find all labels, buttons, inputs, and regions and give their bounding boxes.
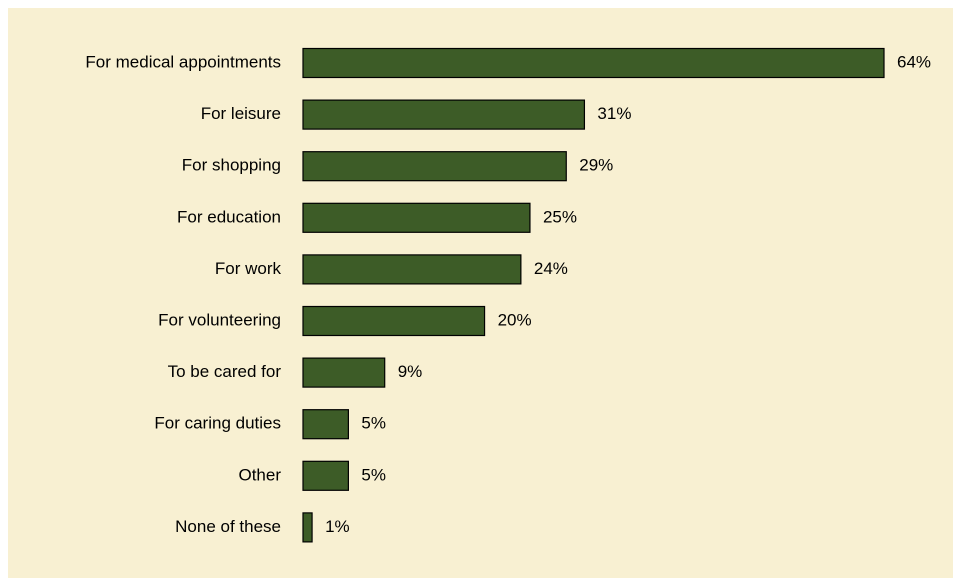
value-label: 5% — [361, 414, 386, 433]
value-label: 29% — [579, 156, 613, 175]
bar — [302, 151, 567, 182]
bar — [302, 305, 486, 337]
category-label: None of these — [175, 517, 281, 536]
category-label: For volunteering — [158, 310, 281, 329]
value-label: 9% — [398, 362, 423, 381]
category-label: To be cared for — [168, 362, 282, 381]
bar — [302, 512, 313, 543]
bar — [302, 357, 386, 388]
bar — [302, 99, 586, 130]
value-label: 1% — [325, 517, 350, 536]
value-label: 20% — [498, 310, 532, 329]
bar — [302, 409, 349, 440]
category-label: Other — [238, 465, 281, 484]
value-label: 31% — [597, 104, 631, 123]
value-label: 25% — [543, 207, 577, 226]
value-label: 24% — [534, 259, 568, 278]
category-label: For shopping — [182, 156, 281, 175]
category-label: For medical appointments — [85, 52, 281, 71]
category-label: For leisure — [201, 104, 281, 123]
category-label: For work — [215, 259, 282, 278]
category-label: For caring duties — [154, 414, 281, 433]
plot-background — [8, 8, 953, 578]
bar — [302, 460, 349, 491]
bar — [302, 254, 522, 285]
bar — [302, 47, 885, 79]
value-label: 64% — [897, 52, 931, 71]
bar — [302, 202, 531, 233]
category-label: For education — [177, 207, 281, 226]
value-label: 5% — [361, 465, 386, 484]
